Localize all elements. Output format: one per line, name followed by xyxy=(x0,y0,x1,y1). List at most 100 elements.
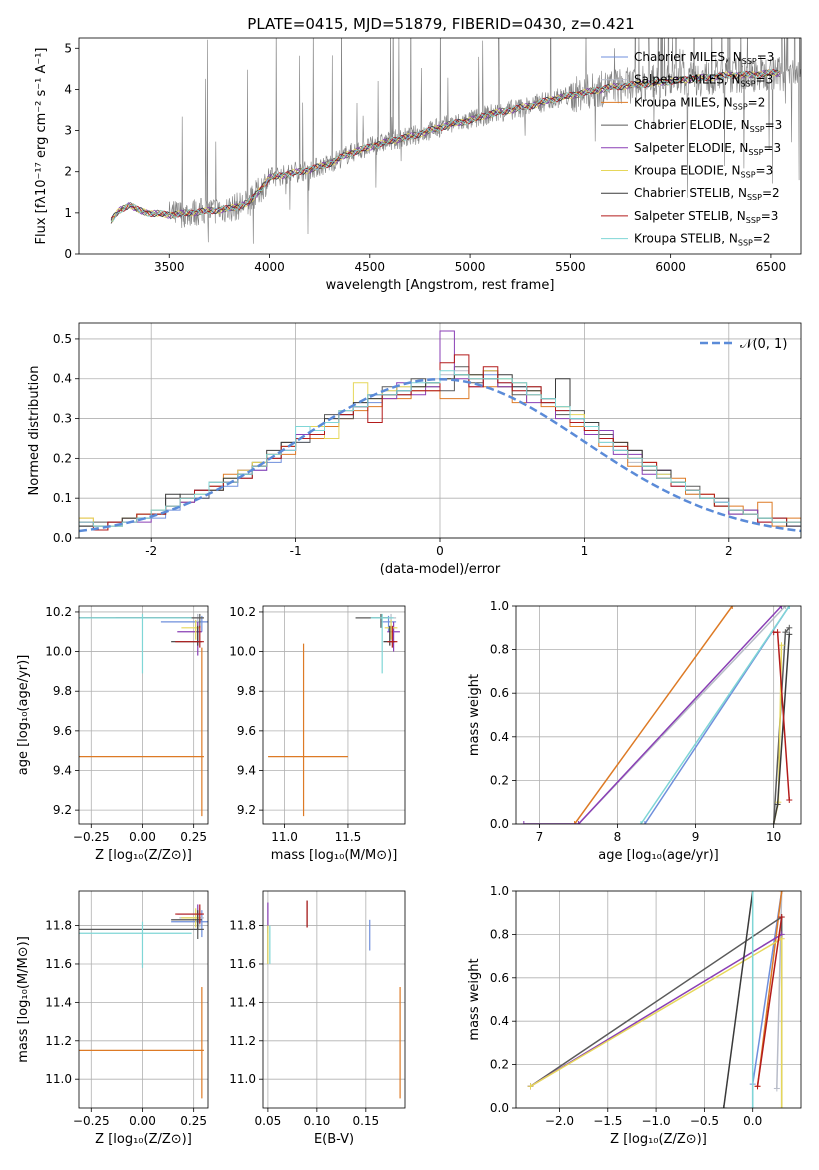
weight-line xyxy=(722,891,754,1108)
x-tick-label: 0.15 xyxy=(352,1114,379,1128)
y-axis-label: Normed distribution xyxy=(27,366,42,496)
y-tick-label: 10.0 xyxy=(229,645,256,659)
y-axis-label: mass weight xyxy=(467,958,482,1040)
x-tick-label: 0.05 xyxy=(255,1114,282,1128)
y-tick-label: 0.1 xyxy=(53,491,72,505)
x-axis-label: age [log₁₀(age/yr)] xyxy=(598,848,719,863)
x-tick-label: 5500 xyxy=(555,260,586,274)
x-tick-label: 6000 xyxy=(655,260,686,274)
plot-area xyxy=(520,606,793,824)
weight-line xyxy=(640,606,790,824)
y-tick-label: 10.0 xyxy=(45,645,72,659)
y-tick-label: 0.4 xyxy=(53,372,72,386)
x-tick-label: −0.25 xyxy=(73,1114,110,1128)
y-tick-label: 11.0 xyxy=(45,1072,72,1086)
y-tick-label: 5 xyxy=(64,41,72,55)
y-tick-label: 11.2 xyxy=(229,1034,256,1048)
x-tick-label: 0.00 xyxy=(129,830,156,844)
x-tick-label: 3500 xyxy=(154,260,185,274)
axes-frame xyxy=(78,322,802,539)
x-tick-label: 6500 xyxy=(756,260,787,274)
legend-subscript: SSP xyxy=(742,57,757,66)
legend-nssp: =2 xyxy=(753,232,771,246)
legend-label: Kroupa MILES, NSSP=2 xyxy=(634,95,765,111)
y-tick-label: 0.8 xyxy=(490,927,509,941)
y-axis-label: age [log₁₀(age/yr)] xyxy=(16,655,31,776)
chart-mass_vs_ebv: 0.05 0.10 0.15 11.0 11.2 11.4 11.6 11.8 E(B-V) xyxy=(229,890,406,1147)
weight-line xyxy=(523,606,786,824)
plot-area xyxy=(79,613,208,817)
legend-subscript: SSP xyxy=(750,125,765,134)
x-tick-label: 1 xyxy=(581,544,589,558)
chart-age_vs_Z: −0.25 0.00 0.25 9.2 9.4 9.6 9.8 10.0 10.2 Z [log₁… xyxy=(16,605,209,863)
x-tick-label: 0.25 xyxy=(180,830,207,844)
legend-nssp: =2 xyxy=(748,95,766,109)
y-tick-label: 9.6 xyxy=(53,724,72,738)
legend-nssp: =3 xyxy=(756,164,774,178)
y-tick-label: 9.8 xyxy=(237,684,256,698)
x-axis-label: E(B-V) xyxy=(314,1132,354,1147)
legend-nssp: =3 xyxy=(756,73,774,87)
chart-residuals: -2 -1 0 1 2 0.0 0.1 0.2 0.3 0.4 0.5 (data-model)/er… xyxy=(27,322,802,577)
y-tick-label: 11.4 xyxy=(45,995,72,1009)
legend-nssp: =2 xyxy=(762,186,780,200)
chart-age_vs_mass: 11.0 11.5 9.2 9.4 9.6 9.8 10.0 10.2 mass [log₁₀(… xyxy=(229,605,406,863)
x-axis-label: Z [log₁₀(Z/Z⊙)] xyxy=(95,1132,192,1147)
x-tick-label: −2.0 xyxy=(545,1114,574,1128)
legend-label: Salpeter ELODIE, NSSP=3 xyxy=(634,141,781,157)
y-tick-label: 0.0 xyxy=(53,531,72,545)
legend-subscript: SSP xyxy=(741,171,756,180)
plot-area xyxy=(110,38,801,244)
y-tick-label: 11.8 xyxy=(45,919,72,933)
y-tick-label: 10.2 xyxy=(45,605,72,619)
legend-nssp: =3 xyxy=(765,118,783,132)
y-tick-label: 10.2 xyxy=(229,605,256,619)
y-tick-label: 2 xyxy=(64,165,72,179)
y-tick-label: 0 xyxy=(64,247,72,261)
x-tick-label: 2 xyxy=(725,544,733,558)
x-tick-label: -2 xyxy=(145,544,157,558)
x-tick-label: 4500 xyxy=(355,260,386,274)
model-spectrum xyxy=(110,70,781,222)
y-axis-label: mass weight xyxy=(467,674,482,756)
histogram-step xyxy=(79,370,801,538)
y-tick-label: 9.4 xyxy=(237,763,256,777)
axes-frame xyxy=(78,605,209,825)
y-axis-label: mass [log₁₀(M/M⊙)] xyxy=(16,936,31,1063)
chart-mass_vs_Z: −0.25 0.00 0.25 11.0 11.2 11.4 11.6 11.8 Z [log₁… xyxy=(16,890,209,1147)
x-tick-label: 7 xyxy=(536,830,544,844)
y-tick-label: 9.8 xyxy=(53,684,72,698)
y-tick-label: 0.0 xyxy=(490,1101,509,1115)
y-tick-label: 0.2 xyxy=(490,1058,509,1072)
y-tick-label: 11.8 xyxy=(229,919,256,933)
y-tick-label: 3 xyxy=(64,124,72,138)
x-axis-label: mass [log₁₀(M/M⊙)] xyxy=(271,848,398,863)
y-tick-label: 11.2 xyxy=(45,1034,72,1048)
model-spectrum xyxy=(110,69,781,221)
chart-weight_vs_age: 7 8 9 10 0.0 0.2 0.4 0.6 0.8 1.0 age [log₁₀(age/yr… xyxy=(467,599,802,863)
y-tick-label: 11.4 xyxy=(229,995,256,1009)
y-tick-label: 0.2 xyxy=(490,773,509,787)
x-tick-label: −1.5 xyxy=(593,1114,622,1128)
x-axis-label: (data-model)/error xyxy=(380,562,501,577)
model-spectrum xyxy=(110,69,781,219)
y-tick-label: 9.6 xyxy=(237,724,256,738)
y-tick-label: 11.0 xyxy=(229,1072,256,1086)
axes-frame xyxy=(515,890,802,1109)
legend-subscript: SSP xyxy=(748,148,763,157)
y-tick-label: 9.2 xyxy=(237,803,256,817)
x-tick-label: 11.5 xyxy=(335,830,362,844)
y-tick-label: 0.5 xyxy=(53,332,72,346)
plot-area xyxy=(79,904,208,1099)
y-tick-label: 0.6 xyxy=(490,686,509,700)
legend-nssp: =3 xyxy=(757,50,775,64)
x-axis-label: wavelength [Angstrom, rest frame] xyxy=(326,278,555,293)
legend-label: Chabrier MILES, NSSP=3 xyxy=(634,50,774,66)
x-axis-label: Z [log₁₀(Z/Z⊙)] xyxy=(95,848,192,863)
x-tick-label: -1 xyxy=(290,544,302,558)
y-axis-label: Flux [fλ10⁻¹⁷ erg cm⁻² s⁻¹ A⁻¹] xyxy=(34,48,49,245)
y-tick-label: 1.0 xyxy=(490,884,509,898)
legend-subscript: SSP xyxy=(746,216,761,225)
legend-label: 𝒩(0, 1) xyxy=(740,337,787,352)
axes-frame xyxy=(78,890,209,1109)
